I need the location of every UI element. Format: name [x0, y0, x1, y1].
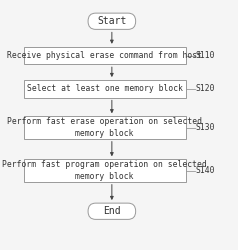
FancyBboxPatch shape	[88, 13, 136, 29]
Text: End: End	[103, 206, 121, 216]
Bar	[24, 80, 186, 98]
Text: S140: S140	[196, 166, 215, 175]
Text: S110: S110	[196, 51, 215, 60]
Text: Perform fast program operation on selected
memory block: Perform fast program operation on select…	[2, 160, 207, 180]
Bar	[24, 116, 186, 139]
Text: S130: S130	[196, 123, 215, 132]
Text: Perform fast erase operation on selected
memory block: Perform fast erase operation on selected…	[7, 118, 202, 138]
Bar	[24, 159, 186, 182]
Text: Select at least one memory block: Select at least one memory block	[27, 84, 183, 93]
Text: Receive physical erase command from host: Receive physical erase command from host	[7, 51, 202, 60]
Text: S120: S120	[196, 84, 215, 93]
Bar	[24, 47, 186, 64]
FancyBboxPatch shape	[88, 203, 136, 220]
Text: Start: Start	[97, 16, 127, 26]
